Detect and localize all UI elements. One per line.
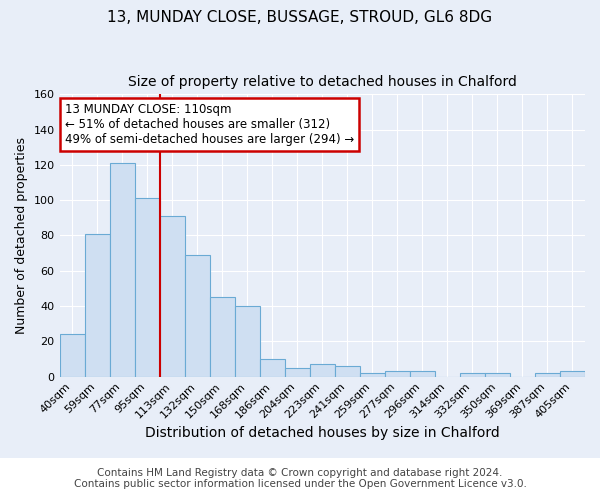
Bar bbox=[485, 373, 510, 376]
Text: 13 MUNDAY CLOSE: 110sqm
← 51% of detached houses are smaller (312)
49% of semi-d: 13 MUNDAY CLOSE: 110sqm ← 51% of detache… bbox=[65, 103, 354, 146]
Bar bbox=[160, 216, 185, 376]
Bar bbox=[59, 334, 85, 376]
Bar bbox=[134, 198, 160, 376]
Bar bbox=[235, 306, 260, 376]
Bar bbox=[385, 372, 410, 376]
Bar bbox=[460, 373, 485, 376]
Title: Size of property relative to detached houses in Chalford: Size of property relative to detached ho… bbox=[128, 75, 517, 89]
Bar bbox=[260, 359, 285, 376]
Text: 13, MUNDAY CLOSE, BUSSAGE, STROUD, GL6 8DG: 13, MUNDAY CLOSE, BUSSAGE, STROUD, GL6 8… bbox=[107, 10, 493, 25]
Bar bbox=[209, 297, 235, 376]
Bar bbox=[360, 373, 385, 376]
Bar bbox=[560, 372, 585, 376]
Text: Contains HM Land Registry data © Crown copyright and database right 2024.
Contai: Contains HM Land Registry data © Crown c… bbox=[74, 468, 526, 489]
Bar bbox=[185, 255, 209, 376]
Y-axis label: Number of detached properties: Number of detached properties bbox=[15, 137, 28, 334]
Bar bbox=[85, 234, 110, 376]
Bar bbox=[335, 366, 360, 376]
X-axis label: Distribution of detached houses by size in Chalford: Distribution of detached houses by size … bbox=[145, 426, 500, 440]
Bar bbox=[110, 163, 134, 376]
Bar bbox=[535, 373, 560, 376]
Bar bbox=[410, 372, 435, 376]
Bar bbox=[310, 364, 335, 376]
Bar bbox=[285, 368, 310, 376]
